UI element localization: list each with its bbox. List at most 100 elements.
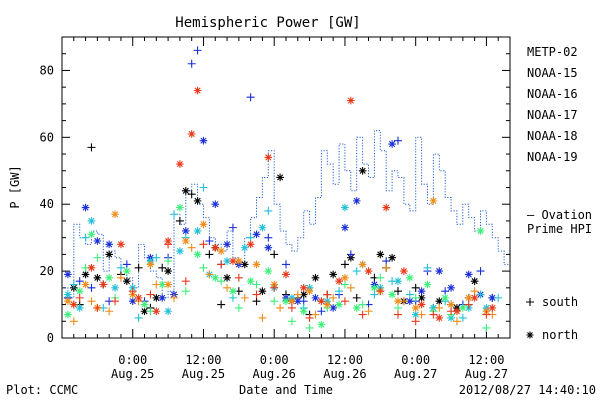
north-point — [211, 243, 220, 252]
north-point — [276, 173, 284, 182]
north-point — [417, 300, 426, 309]
x-tick-time-label: 12:00 — [327, 353, 363, 367]
footer-plot-source: Plot: CCMC — [6, 383, 78, 397]
legend-entry-noaa-15: NOAA-15 — [527, 66, 578, 80]
north-point — [223, 257, 231, 265]
south-point — [382, 257, 391, 266]
north-point — [81, 270, 90, 279]
x-tick-time-label: 12:00 — [468, 353, 504, 367]
north-point — [252, 230, 261, 239]
north-point — [75, 287, 84, 295]
south-point — [134, 313, 143, 322]
north-point — [376, 250, 385, 259]
south-point — [458, 313, 467, 322]
north-point — [441, 294, 449, 302]
north-point — [370, 284, 379, 292]
south-point — [370, 290, 379, 299]
north-point — [394, 277, 402, 285]
north-point — [246, 277, 255, 285]
north-point — [447, 300, 455, 309]
x-tick-time-label: 0:00 — [401, 353, 430, 367]
north-point — [335, 300, 343, 309]
south-point — [199, 240, 208, 249]
north-point — [405, 297, 414, 306]
south-point — [376, 287, 385, 296]
north-point — [288, 297, 296, 306]
y-axis: 0 20 40 60 80 — [40, 36, 510, 345]
north-point — [176, 203, 184, 212]
north-point — [258, 287, 267, 295]
north-point — [123, 277, 131, 285]
north-point — [323, 300, 332, 309]
north-point — [240, 243, 249, 252]
north-point — [358, 260, 367, 269]
x-tick-date-label: Aug.25 — [111, 367, 154, 381]
south-point — [228, 223, 237, 232]
north-point — [411, 310, 420, 319]
y-tick-label: 0 — [47, 331, 54, 345]
north-point — [423, 280, 432, 289]
north-point — [140, 300, 149, 309]
legend-entry-noaa-17: NOAA-17 — [527, 108, 578, 122]
north-point — [305, 287, 314, 295]
north-point — [447, 284, 455, 292]
north-point — [140, 307, 149, 316]
north-point — [470, 277, 479, 285]
south-point — [282, 260, 290, 269]
south-point — [311, 310, 320, 319]
x-tick-date-label: Aug.27 — [465, 367, 508, 381]
north-point — [394, 297, 402, 306]
north-point — [81, 280, 90, 289]
south-point — [394, 136, 402, 145]
north-point — [111, 210, 119, 219]
north-point — [317, 297, 326, 306]
plot-timestamp: 2012/08/27 14:40:10 — [459, 383, 596, 397]
south-point — [258, 313, 267, 322]
north-point — [64, 297, 72, 306]
south-point — [105, 307, 114, 316]
north-point — [405, 274, 414, 282]
south-point — [87, 297, 96, 306]
north-point — [388, 140, 396, 148]
south-point — [75, 277, 84, 286]
south-point — [234, 303, 243, 312]
y-tick-label: 40 — [40, 197, 54, 211]
north-point — [223, 240, 231, 249]
south-point — [346, 283, 355, 292]
south-point — [164, 257, 173, 266]
legend-entry-noaa-18: NOAA-18 — [527, 129, 578, 143]
south-point — [193, 46, 202, 55]
south-marker-icon — [526, 298, 534, 306]
north-point — [164, 237, 172, 245]
x-tick-date-label: Aug.26 — [253, 367, 296, 381]
south-point — [128, 287, 137, 296]
south-point — [270, 283, 279, 292]
north-point — [211, 274, 220, 282]
north-point — [352, 304, 361, 312]
north-point — [258, 223, 267, 232]
south-point — [158, 263, 167, 272]
north-point — [299, 284, 308, 292]
north-point — [111, 284, 119, 292]
south-point — [181, 287, 190, 296]
marker-legend-south: south — [542, 295, 578, 309]
south-point — [93, 253, 102, 262]
data-points — [63, 46, 503, 332]
north-point — [293, 297, 302, 306]
north-point — [69, 300, 78, 309]
south-point — [293, 290, 302, 299]
south-point — [382, 263, 391, 272]
south-point — [240, 293, 249, 302]
legend-entry-noaa-19: NOAA-19 — [527, 150, 578, 164]
south-point — [234, 273, 243, 282]
south-point — [187, 190, 196, 199]
south-point — [476, 267, 485, 276]
north-point — [341, 203, 349, 212]
north-point — [453, 307, 461, 316]
south-point — [152, 253, 161, 262]
north-point — [87, 217, 96, 225]
south-point — [152, 280, 161, 289]
north-point — [464, 294, 473, 302]
south-point — [217, 277, 226, 286]
north-point — [335, 277, 343, 285]
